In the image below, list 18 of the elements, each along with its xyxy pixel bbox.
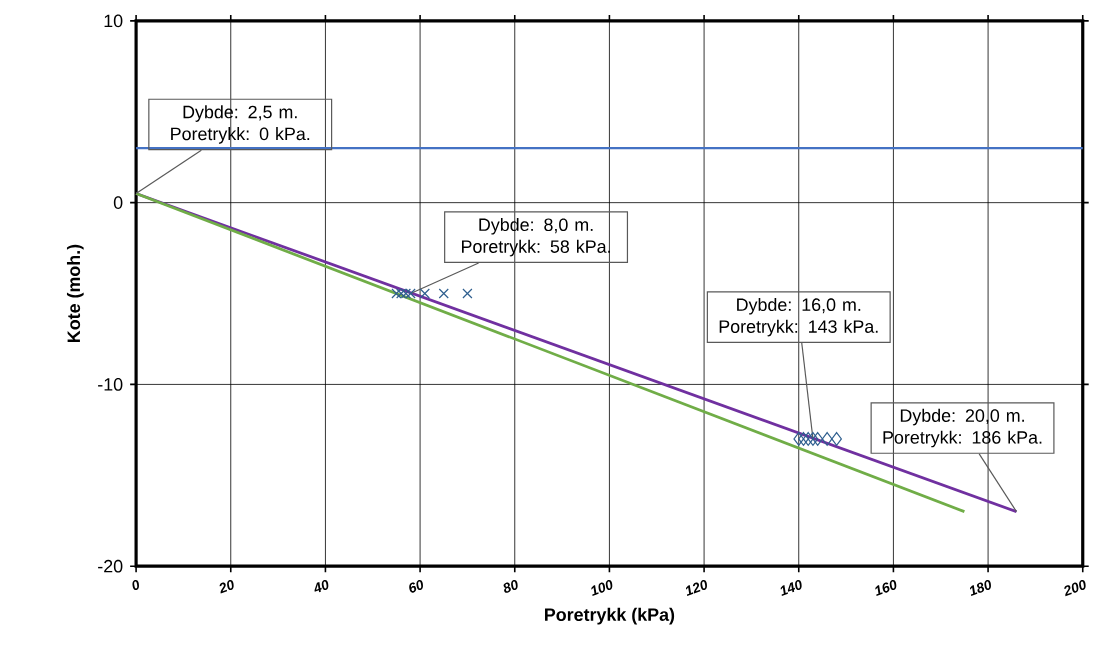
y-tick-label: 0 [113, 196, 123, 210]
x-tick-label: 80 [503, 580, 518, 593]
x-tick-label: 180 [969, 580, 991, 597]
x-tick-label: 120 [685, 580, 707, 597]
x-tick-label: 20 [219, 580, 234, 594]
x-axis-title: Poretrykk (kPa) [545, 607, 675, 625]
annotation: Dybde: 16,0 m. Poretrykk: 143 kPa. [719, 298, 878, 337]
x-tick-label: 60 [409, 580, 423, 593]
y-tick-label: -10 [98, 378, 123, 391]
y-axis-title: Kote (moh.) [66, 244, 84, 343]
x-tick-label: 100 [591, 580, 613, 597]
x-tick-label: 200 [1064, 580, 1086, 597]
y-tick-label: -20 [98, 560, 123, 573]
x-tick-label: 0 [132, 580, 140, 591]
y-tick-label: 10 [104, 14, 123, 28]
x-tick-label: 40 [314, 580, 329, 593]
x-tick-label: 160 [875, 580, 897, 597]
x-tick-label: 140 [780, 580, 802, 597]
